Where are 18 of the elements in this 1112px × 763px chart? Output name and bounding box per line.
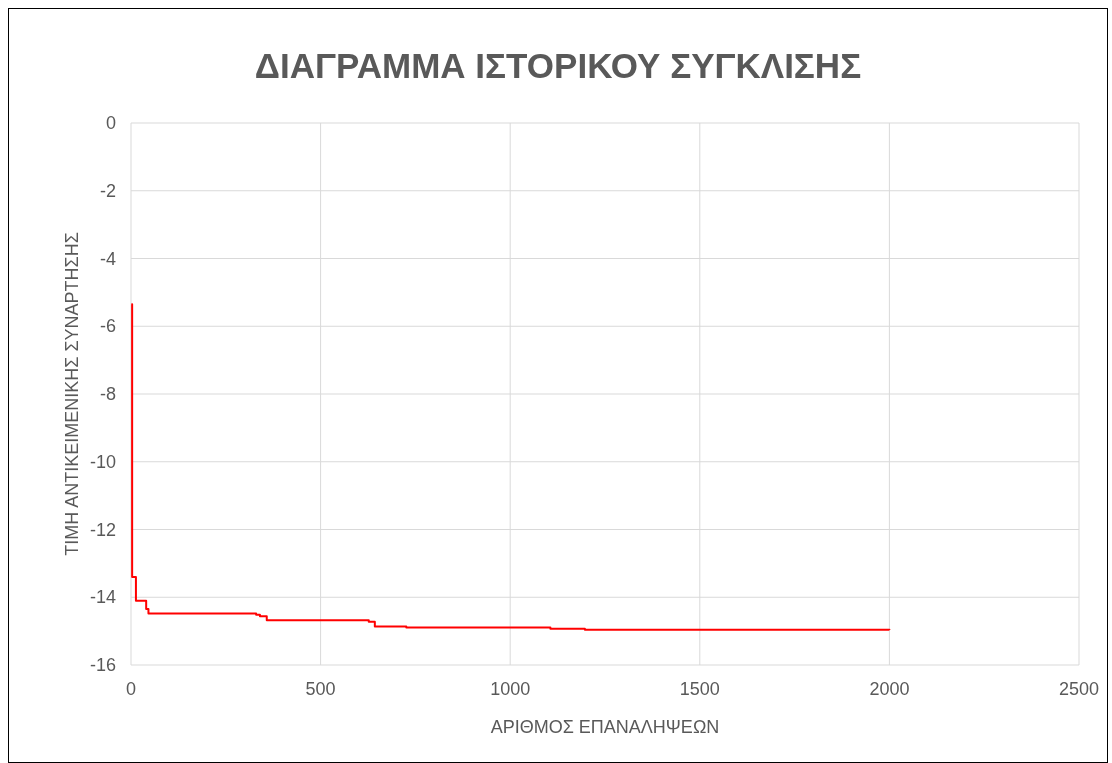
y-tick-label: -10 [89, 451, 116, 472]
chart-title: ΔΙΑΓΡΑΜΜΑ ΙΣΤΟΡΙΚΟΥ ΣΥΓΚΛΙΣΗΣ [254, 46, 862, 85]
y-tick-label: -12 [89, 519, 116, 540]
y-tick-label: -16 [89, 655, 116, 675]
y-tick-label: -8 [99, 384, 116, 404]
x-tick-label: 2000 [869, 679, 910, 699]
x-tick-label: 0 [125, 679, 137, 699]
y-tick-label: -6 [99, 316, 116, 337]
x-tick-label: 500 [305, 679, 336, 699]
y-tick-label: -14 [89, 587, 116, 608]
x-axis-title: ΑΡΙΘΜΟΣ ΕΠΑΝΑΛΗΨΕΩΝ [490, 717, 720, 737]
y-tick-label: -2 [99, 180, 116, 201]
y-tick-label: -4 [99, 248, 116, 269]
y-tick-label: 0 [105, 113, 116, 133]
x-tick-label: 1000 [490, 679, 531, 699]
x-tick-label: 2500 [1058, 679, 1100, 699]
y-axis-title: ΤΙΜΗ ΑΝΤΙΚΕΙΜΕΝΙΚΗΣ ΣΥΝΑΡΤΗΣΗΣ [62, 232, 82, 556]
x-tick-label: 1500 [679, 679, 720, 699]
